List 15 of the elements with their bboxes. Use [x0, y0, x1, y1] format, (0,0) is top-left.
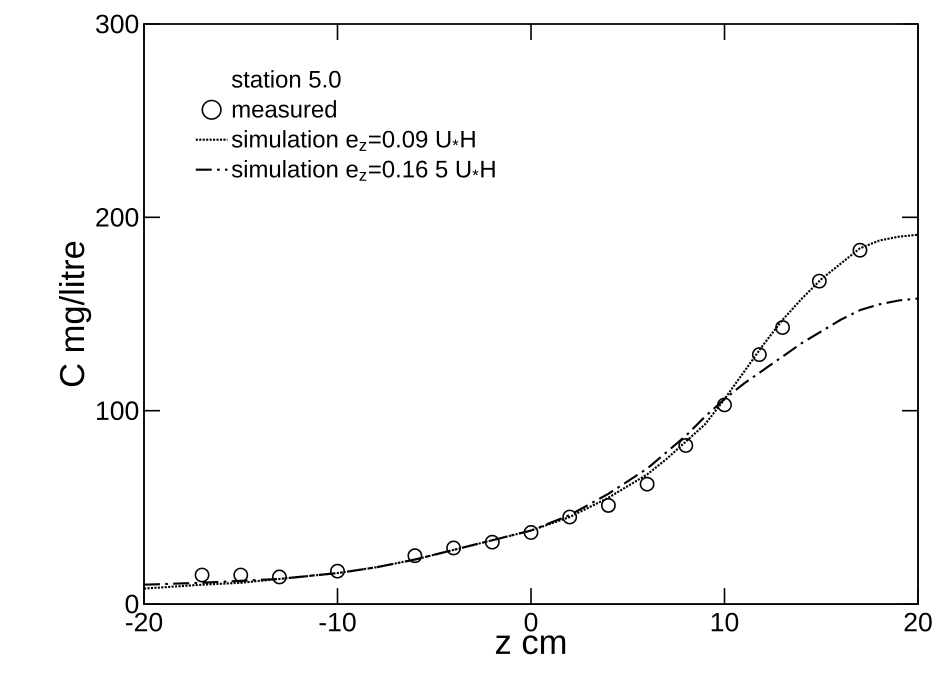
y-tick-label: 0: [126, 594, 138, 614]
y-tick-label: 100: [97, 401, 138, 420]
x-tick-label: -20: [126, 612, 162, 632]
x-tick-label: 10: [712, 612, 738, 632]
legend-label: simulation e$_{z}$=0.16 5 U$_{*}$H: [232, 160, 495, 181]
legend-title: station 5.0: [232, 70, 341, 88]
legend-label: simulation e$_{z}$=0.09 U$_{*}$H: [232, 130, 475, 151]
x-tick-label: 0: [524, 612, 538, 632]
x-tick-label: -10: [319, 612, 356, 632]
y-tick-label: 200: [96, 208, 138, 227]
x-tick-label: 20: [904, 612, 932, 632]
legend-label: measured: [232, 100, 336, 118]
y-tick-label: 300: [96, 14, 138, 34]
y-axis-title: C mg/litre: [58, 242, 92, 386]
x-axis-title: z cm: [496, 635, 566, 654]
